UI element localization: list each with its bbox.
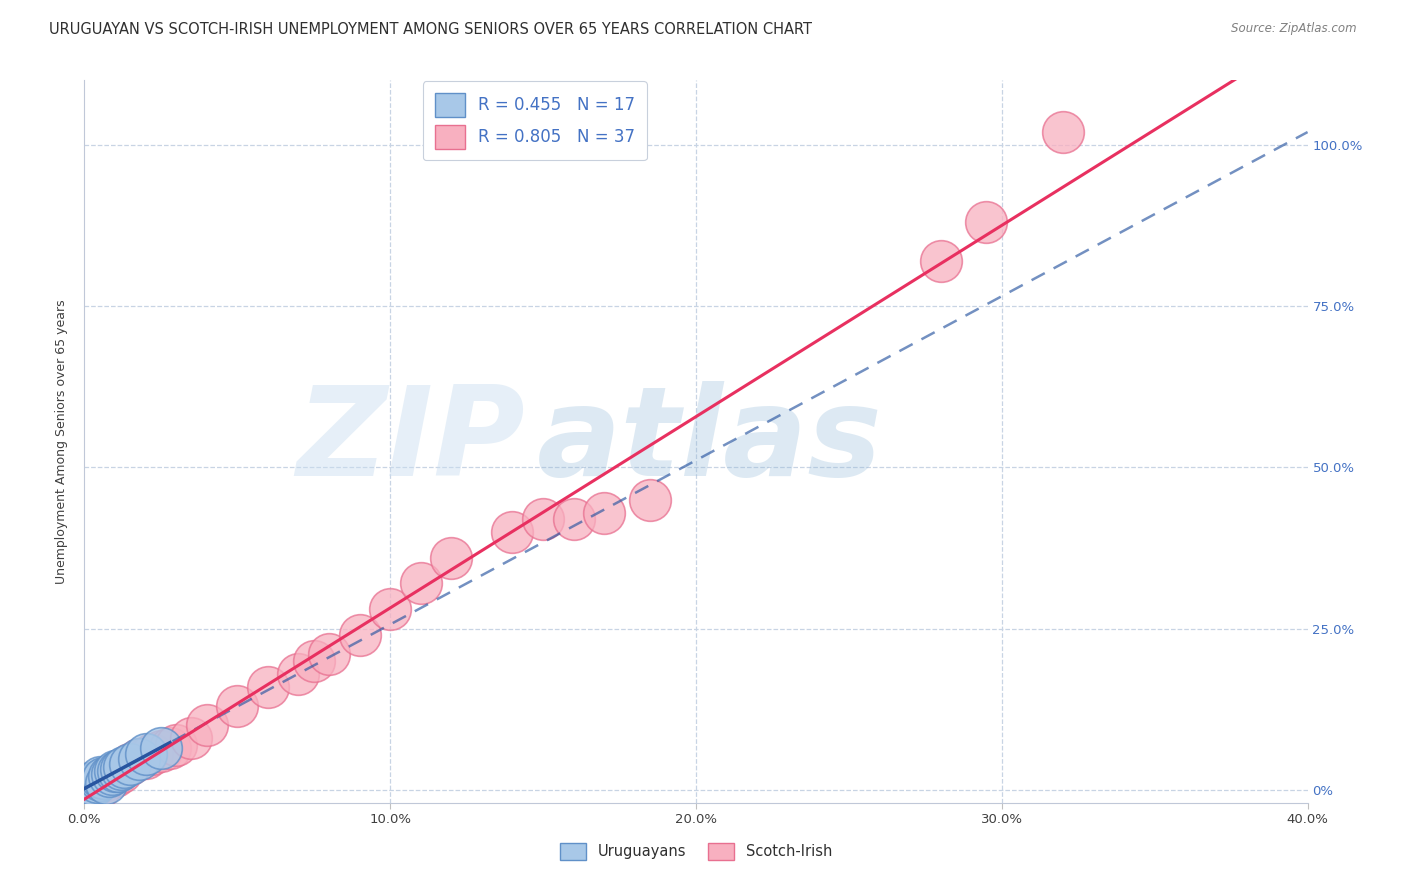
Point: [97, 772, 120, 786]
Point: [349, 628, 371, 642]
Y-axis label: Unemployment Among Seniors over 65 years: Unemployment Among Seniors over 65 years: [55, 299, 69, 584]
Point: [135, 747, 157, 762]
Point: [120, 757, 142, 772]
Point: [89, 770, 111, 784]
Point: [226, 699, 249, 714]
Point: [502, 524, 524, 539]
Point: [976, 215, 998, 229]
Point: [89, 780, 111, 794]
Legend: Uruguayans, Scotch-Irish: Uruguayans, Scotch-Irish: [553, 836, 839, 868]
Point: [79, 778, 101, 792]
Point: [110, 762, 132, 776]
Point: [91, 772, 114, 786]
Point: [101, 770, 124, 784]
Point: [149, 744, 172, 758]
Text: URUGUAYAN VS SCOTCH-IRISH UNEMPLOYMENT AMONG SENIORS OVER 65 YEARS CORRELATION C: URUGUAYAN VS SCOTCH-IRISH UNEMPLOYMENT A…: [49, 22, 813, 37]
Point: [180, 731, 202, 746]
Point: [165, 738, 187, 752]
Point: [128, 752, 150, 766]
Point: [135, 750, 157, 764]
Point: [287, 666, 309, 681]
Point: [83, 780, 105, 794]
Point: [112, 760, 135, 774]
Point: [141, 747, 163, 762]
Text: atlas: atlas: [537, 381, 883, 502]
Point: [120, 757, 142, 772]
Point: [302, 654, 325, 668]
Point: [257, 680, 280, 694]
Point: [104, 764, 127, 778]
Point: [929, 254, 952, 268]
Point: [128, 752, 150, 766]
Point: [380, 602, 402, 616]
Point: [91, 773, 114, 788]
Point: [195, 718, 218, 732]
Point: [593, 506, 616, 520]
Point: [83, 778, 105, 792]
Point: [86, 775, 108, 789]
Point: [110, 764, 132, 779]
Point: [89, 775, 111, 789]
Point: [97, 769, 120, 783]
Point: [89, 773, 111, 788]
Point: [159, 741, 181, 756]
Point: [409, 576, 432, 591]
Point: [531, 512, 554, 526]
Point: [638, 492, 661, 507]
Point: [94, 776, 117, 790]
Point: [440, 550, 463, 565]
Point: [149, 741, 172, 756]
Point: [86, 776, 108, 790]
Point: [94, 773, 117, 788]
Text: Source: ZipAtlas.com: Source: ZipAtlas.com: [1232, 22, 1357, 36]
Point: [107, 764, 129, 778]
Point: [318, 648, 340, 662]
Point: [101, 766, 124, 780]
Point: [1052, 125, 1074, 139]
Point: [562, 512, 585, 526]
Text: ZIP: ZIP: [297, 381, 524, 502]
Point: [79, 776, 101, 790]
Point: [104, 769, 127, 783]
